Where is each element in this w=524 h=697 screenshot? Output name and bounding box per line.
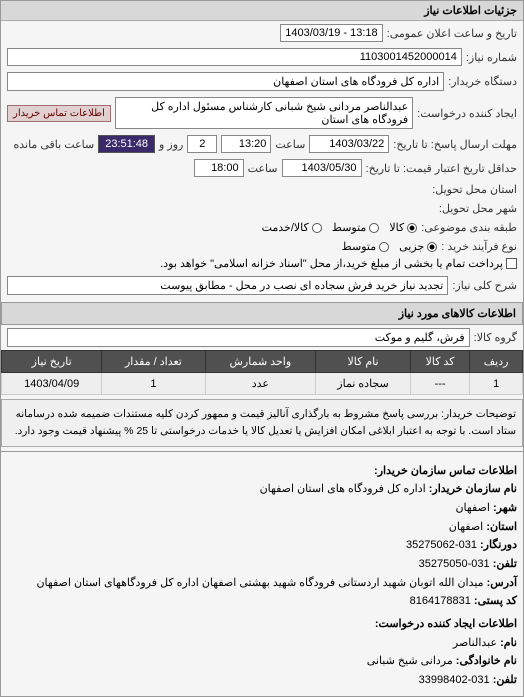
deadline-date: 1403/03/22 <box>309 135 389 153</box>
delivery-city-label: شهر محل تحویل: <box>439 202 517 215</box>
deadline-label: مهلت ارسال پاسخ: تا تاریخ: <box>393 138 517 151</box>
cell-5: 1403/04/09 <box>2 373 102 395</box>
need-desc-label: شرح کلی نیاز: <box>452 279 517 292</box>
packaging-opt-2[interactable]: کالا/خدمت <box>262 221 322 234</box>
province-value: اصفهان <box>449 521 483 533</box>
need-number-value: 1103001452000014 <box>7 48 462 66</box>
buyer-name-value: اداره کل فرودگاه های استان اصفهان <box>7 72 444 91</box>
row-announce: تاریخ و ساعت اعلان عمومی: 13:18 - 1403/0… <box>1 21 523 45</box>
buy-process-label: نوع فرآیند خرید : <box>441 240 517 253</box>
row-buyer-name: دستگاه خریدار: اداره کل فرودگاه های استا… <box>1 69 523 94</box>
radio-icon <box>379 242 389 252</box>
items-table: ردیف کد کالا نام کالا واحد شمارش تعداد /… <box>1 350 523 395</box>
buyer-notes: توضیحات خریدار: بررسی پاسخ مشروط به بارگ… <box>1 399 523 447</box>
col-5: تاریخ نیاز <box>2 351 102 373</box>
deadline-time-label: ساعت <box>275 138 305 151</box>
need-desc-value: تجدید نیاز خرید فرش سجاده ای نصب در محل … <box>7 276 448 295</box>
cell-2: سجاده نماز <box>316 373 411 395</box>
col-4: تعداد / مقدار <box>102 351 205 373</box>
req-phone-value: 031-33998402 <box>419 674 490 686</box>
col-3: واحد شمارش <box>205 351 316 373</box>
validity-label: حداقل تاریخ اعتبار قیمت: تا تاریخ: <box>366 162 517 175</box>
row-buy-process: نوع فرآیند خرید : جزیی متوسط پرداخت تمام… <box>1 237 523 273</box>
need-number-label: شماره نیاز: <box>466 51 517 64</box>
deadline-days-label: روز و <box>159 138 183 151</box>
group-value: فرش، گلیم و موکت <box>7 328 470 347</box>
announce-label: تاریخ و ساعت اعلان عمومی: <box>387 27 517 40</box>
city-value: اصفهان <box>455 502 489 514</box>
radio-icon <box>427 242 437 252</box>
row-validity: حداقل تاریخ اعتبار قیمت: تا تاریخ: 1403/… <box>1 156 523 180</box>
treasury-checkbox[interactable]: پرداخت تمام یا بخشی از مبلغ خرید،از محل … <box>160 257 517 270</box>
cell-3: عدد <box>205 373 316 395</box>
radio-icon <box>369 223 379 233</box>
buyer-name-label: دستگاه خریدار: <box>448 75 517 88</box>
row-group: گروه کالا: فرش، گلیم و موکت <box>1 325 523 350</box>
requester-value: عبدالناصر مردانی شیخ شبانی کارشناس مسئول… <box>115 97 413 129</box>
post-label: کد پستی: <box>474 595 517 607</box>
province-label: استان: <box>486 521 517 533</box>
packaging-opt-1[interactable]: متوسط <box>332 221 380 234</box>
validity-date: 1403/05/30 <box>282 159 362 177</box>
buy-process-radio-group: جزیی متوسط <box>342 240 438 253</box>
row-delivery-province: استان محل تحویل: <box>1 180 523 199</box>
deadline-days: 2 <box>187 135 217 153</box>
items-header: اطلاعات کالاهای مورد نیاز <box>1 302 523 325</box>
city-label: شهر: <box>493 502 517 514</box>
req-family-label: نام خانوادگی: <box>456 655 517 667</box>
buy-process-opt-1[interactable]: متوسط <box>342 240 390 253</box>
fax-label: دورنگار: <box>480 539 517 551</box>
group-label: گروه کالا: <box>474 331 517 344</box>
buyer-contact-button[interactable]: اطلاعات تماس خریدار <box>7 105 111 122</box>
deadline-remain-label: ساعت باقی مانده <box>13 138 94 151</box>
addr-value: میدان الله اتوبان شهید اردستانی فرودگاه … <box>36 577 483 589</box>
req-family-value: مردانی شیخ شبانی <box>367 655 453 667</box>
cell-4: 1 <box>102 373 205 395</box>
req-phone-label: تلفن: <box>493 674 517 686</box>
col-1: کد کالا <box>410 351 469 373</box>
addr-label: آدرس: <box>487 577 517 589</box>
req-creator-header: اطلاعات ایجاد کننده درخواست: <box>7 615 517 634</box>
req-name-label: نام: <box>500 637 517 649</box>
notes-label: توضیحات خریدار: <box>441 408 516 420</box>
row-response-deadline: مهلت ارسال پاسخ: تا تاریخ: 1403/03/22 سا… <box>1 132 523 156</box>
packaging-label: طبقه بندی موضوعی: <box>421 221 517 234</box>
contact-header: اطلاعات تماس سازمان خریدار: <box>7 462 517 481</box>
table-header-row: ردیف کد کالا نام کالا واحد شمارش تعداد /… <box>2 351 523 373</box>
packaging-radio-group: کالا متوسط کالا/خدمت <box>262 221 418 234</box>
packaging-opt-0[interactable]: کالا <box>389 221 417 234</box>
radio-icon <box>407 223 417 233</box>
col-2: نام کالا <box>316 351 411 373</box>
deadline-countdown: 23:51:48 <box>98 135 155 153</box>
announce-value: 13:18 - 1403/03/19 <box>280 24 382 42</box>
cell-0: 1 <box>470 373 523 395</box>
phone-label: تلفن: <box>493 558 517 570</box>
phone-value: 031-35275050 <box>419 558 490 570</box>
org-value: اداره کل فرودگاه های استان اصفهان <box>260 483 426 495</box>
need-details-panel: جزئیات اطلاعات نیاز تاریخ و ساعت اعلان ع… <box>0 0 524 697</box>
delivery-province-label: استان محل تحویل: <box>432 183 517 196</box>
col-0: ردیف <box>470 351 523 373</box>
org-label: نام سازمان خریدار: <box>429 483 517 495</box>
buy-process-opt-0[interactable]: جزیی <box>399 240 437 253</box>
table-row: 1 --- سجاده نماز عدد 1 1403/04/09 <box>2 373 523 395</box>
separator <box>1 451 523 452</box>
validity-time-label: ساعت <box>248 162 278 175</box>
row-need-number: شماره نیاز: 1103001452000014 <box>1 45 523 69</box>
radio-icon <box>312 223 322 233</box>
validity-time: 18:00 <box>194 159 244 177</box>
post-value: 8164178831 <box>410 595 471 607</box>
row-delivery-city: شهر محل تحویل: <box>1 199 523 218</box>
req-name-value: عبدالناصر <box>453 637 497 649</box>
checkbox-icon <box>506 258 517 269</box>
deadline-time: 13:20 <box>221 135 271 153</box>
row-packaging: طبقه بندی موضوعی: کالا متوسط کالا/خدمت <box>1 218 523 237</box>
cell-1: --- <box>410 373 469 395</box>
row-need-desc: شرح کلی نیاز: تجدید نیاز خرید فرش سجاده … <box>1 273 523 298</box>
requester-label: ایجاد کننده درخواست: <box>417 107 517 120</box>
row-requester: ایجاد کننده درخواست: عبدالناصر مردانی شی… <box>1 94 523 132</box>
fax-value: 031-35275062 <box>406 539 477 551</box>
panel-title: جزئیات اطلاعات نیاز <box>1 1 523 21</box>
